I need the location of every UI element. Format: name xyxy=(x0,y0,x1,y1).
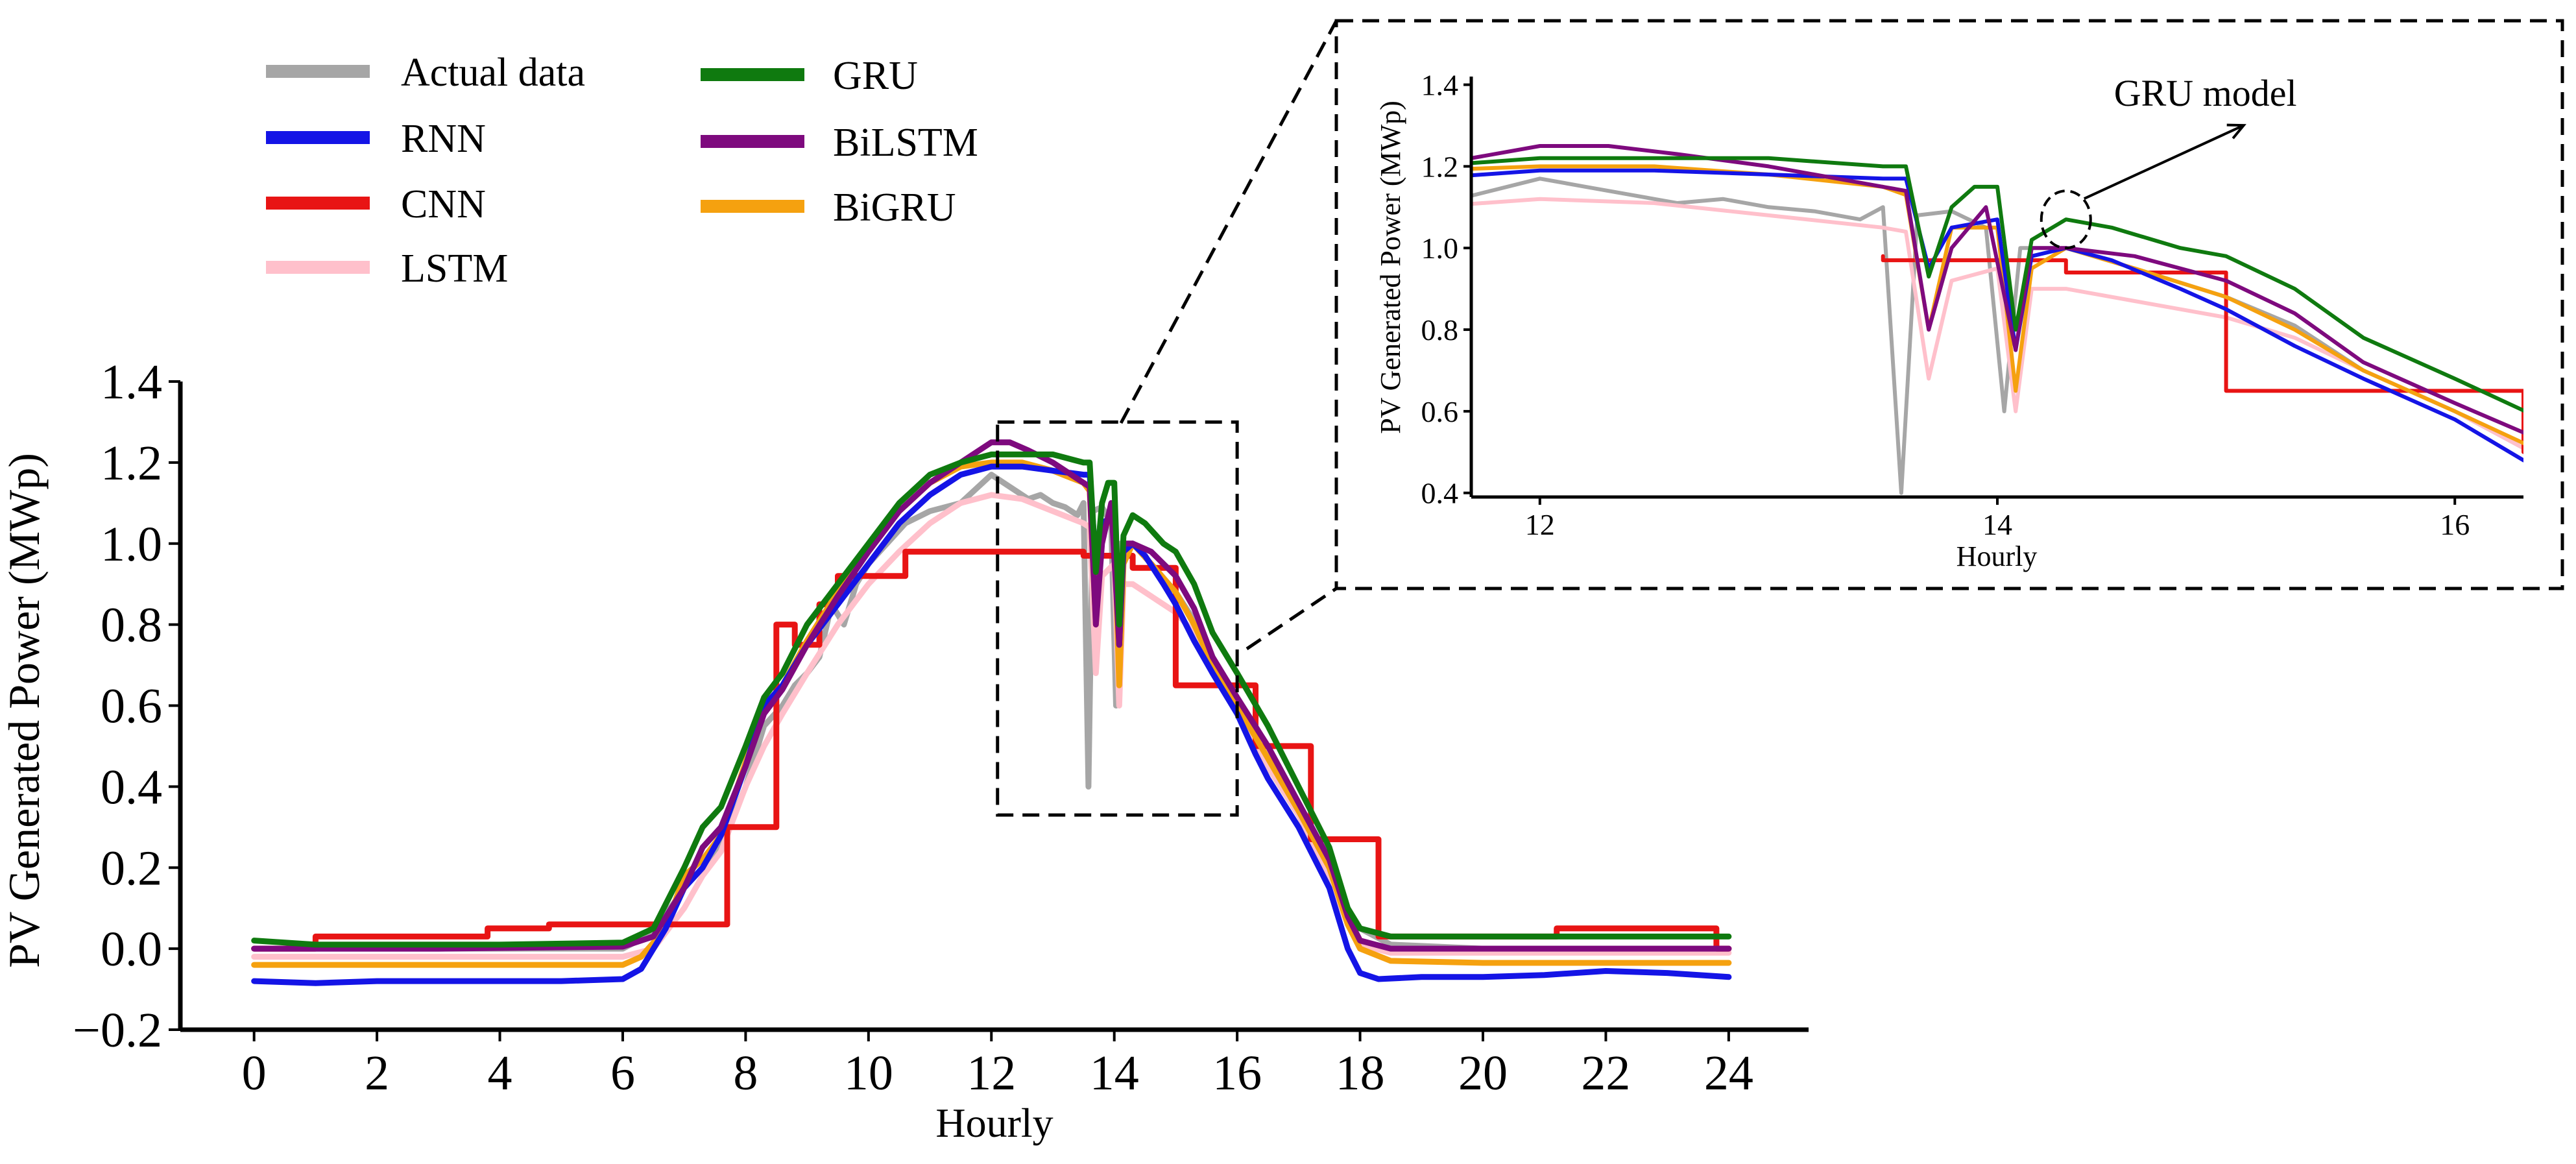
main-x-tick-label: 10 xyxy=(844,1046,893,1100)
inset-y-tick-label: 0.6 xyxy=(1421,395,1459,428)
main-x-tick-label: 16 xyxy=(1212,1046,1262,1100)
inset-y-tick-label: 0.4 xyxy=(1421,477,1459,510)
zoom-connector-top xyxy=(1119,19,1338,424)
annotation-arrow-head xyxy=(2226,123,2246,139)
legend: Actual data RNN CNN LSTM GRU BiLSTM BiGR… xyxy=(266,51,978,291)
inset-x-tick-label: 16 xyxy=(2440,508,2470,541)
main-y-tick-label: 0.2 xyxy=(101,841,162,895)
inset-x-tick-label: 14 xyxy=(1982,508,2012,541)
legend-label-lstm: LSTM xyxy=(401,247,508,291)
main-y-tick-label: 0.0 xyxy=(101,922,162,976)
inset-x-ticks: 12 14 16 xyxy=(1525,497,2470,541)
main-x-tick-label: 12 xyxy=(967,1046,1016,1100)
main-y-ticks: −0.2 0.0 0.2 0.4 0.6 0.8 1.0 1.2 1.4 xyxy=(73,355,180,1058)
inset-y-tick-label: 0.8 xyxy=(1421,313,1459,346)
inset-series-group xyxy=(1471,144,2523,495)
main-x-ticks: 0 2 4 6 8 10 12 14 16 18 20 22 24 xyxy=(242,1030,1753,1100)
inset-x-tick-label: 12 xyxy=(1525,508,1555,541)
main-chart: 0 2 4 6 8 10 12 14 16 18 20 22 24 −0.20.00.20.40.60.… xyxy=(0,355,1809,1146)
inset-y-ticks: 0.4 0.6 0.8 1.0 1.2 1.4 xyxy=(1421,69,1471,510)
main-series-bilstm xyxy=(251,439,1732,952)
main-y-tick-label: 1.2 xyxy=(101,436,162,491)
zoom-region-box xyxy=(996,420,1239,817)
inset-series-lstm xyxy=(1471,197,2523,450)
legend-label-bigru: BiGRU xyxy=(833,186,956,230)
inset-frame xyxy=(1334,19,2564,590)
zoom-connector-bottom xyxy=(1246,587,1338,651)
main-y-tick-label: 1.4 xyxy=(101,355,162,409)
main-x-tick-label: 20 xyxy=(1458,1046,1508,1100)
main-x-tick-label: 0 xyxy=(242,1046,267,1100)
main-x-tick-label: 2 xyxy=(365,1046,389,1100)
inset-series-gru xyxy=(1471,156,2523,413)
inset-y-tick-label: 1.2 xyxy=(1421,150,1459,183)
main-series-group xyxy=(251,439,1732,986)
legend-label-rnn: RNN xyxy=(401,117,486,161)
main-y-tick-label: 1.0 xyxy=(101,517,162,572)
inset-y-tick-label: 1.0 xyxy=(1421,232,1459,265)
main-x-tick-label: 8 xyxy=(733,1046,758,1100)
main-y-tick-label: 0.4 xyxy=(101,760,162,814)
main-x-axis-label: Hourly xyxy=(935,1100,1053,1146)
main-y-tick-label: 0.8 xyxy=(101,598,162,653)
annotation-arrow xyxy=(2083,124,2245,200)
main-x-tick-label: 22 xyxy=(1581,1046,1630,1100)
main-x-tick-label: 14 xyxy=(1090,1046,1139,1100)
legend-label-gru: GRU xyxy=(833,54,918,98)
legend-label-actual-data: Actual data xyxy=(401,51,585,95)
main-x-tick-label: 6 xyxy=(610,1046,635,1100)
inset-y-axis-label: PV Generated Power (MWp) xyxy=(1375,101,1406,434)
main-y-tick-label: 0.6 xyxy=(101,679,162,734)
main-x-tick-label: 4 xyxy=(488,1046,512,1100)
inset-x-axis-label: Hourly xyxy=(1956,540,2038,572)
legend-label-bilstm: BiLSTM xyxy=(833,121,978,165)
main-y-tick-label: −0.2 xyxy=(73,1003,162,1058)
main-x-tick-label: 24 xyxy=(1704,1046,1753,1100)
main-series-cnn xyxy=(251,548,1732,952)
inset-series-bilstm xyxy=(1471,144,2523,435)
main-x-tick-label: 18 xyxy=(1336,1046,1385,1100)
main-series-gru xyxy=(251,451,1732,948)
annotation-circle xyxy=(2040,189,2092,250)
annotation-label: GRU model xyxy=(2114,72,2297,114)
inset-chart: 12 14 16 0.4 0.6 0.8 1.0 1.2 1.4 PV Generated P… xyxy=(1334,19,2564,590)
main-y-axis-label: PV Generated Power (MWp) xyxy=(0,453,49,968)
legend-label-cnn: CNN xyxy=(401,182,486,226)
inset-y-tick-label: 1.4 xyxy=(1421,69,1459,102)
